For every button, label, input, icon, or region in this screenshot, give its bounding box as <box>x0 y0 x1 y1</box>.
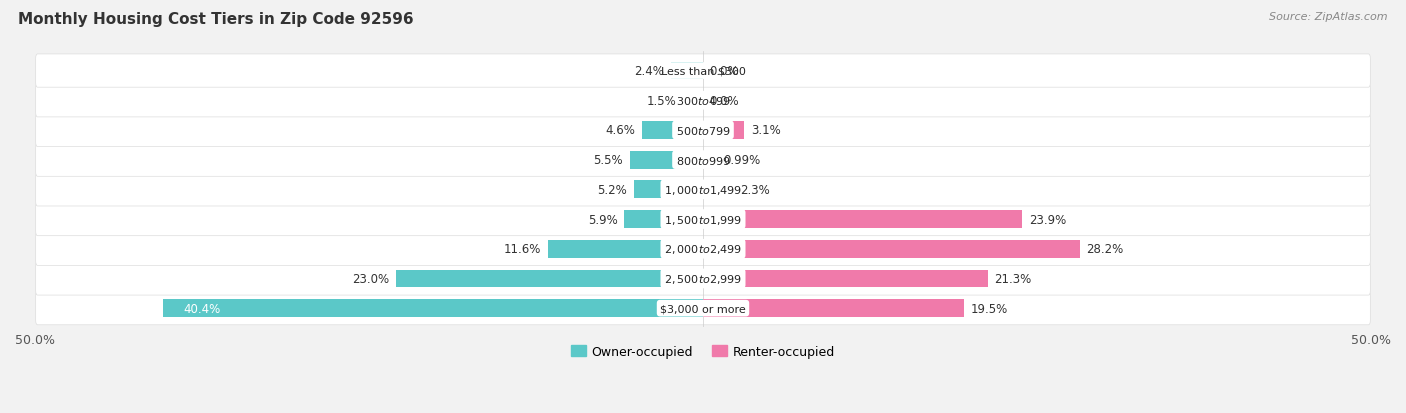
Bar <box>163 299 703 317</box>
Text: 23.0%: 23.0% <box>352 272 389 285</box>
Text: 23.9%: 23.9% <box>1029 213 1066 226</box>
Text: $800 to $999: $800 to $999 <box>675 154 731 166</box>
Bar <box>671 62 703 80</box>
FancyBboxPatch shape <box>35 55 1371 88</box>
Text: 0.0%: 0.0% <box>710 65 740 78</box>
Bar <box>683 92 703 110</box>
Text: 19.5%: 19.5% <box>970 302 1008 315</box>
Text: 11.6%: 11.6% <box>503 243 541 256</box>
Text: Monthly Housing Cost Tiers in Zip Code 92596: Monthly Housing Cost Tiers in Zip Code 9… <box>18 12 413 27</box>
Bar <box>703 270 987 288</box>
Text: 0.0%: 0.0% <box>710 95 740 107</box>
Bar <box>703 240 1080 258</box>
Text: 4.6%: 4.6% <box>605 124 636 137</box>
FancyBboxPatch shape <box>35 292 1371 325</box>
Text: 5.9%: 5.9% <box>588 213 617 226</box>
Text: 3.1%: 3.1% <box>751 124 780 137</box>
Bar <box>703 299 963 317</box>
Legend: Owner-occupied, Renter-occupied: Owner-occupied, Renter-occupied <box>565 340 841 363</box>
Text: Source: ZipAtlas.com: Source: ZipAtlas.com <box>1270 12 1388 22</box>
Bar <box>634 181 703 199</box>
Text: $2,000 to $2,499: $2,000 to $2,499 <box>664 243 742 256</box>
Text: 0.99%: 0.99% <box>723 154 761 167</box>
Text: $300 to $499: $300 to $499 <box>675 95 731 107</box>
FancyBboxPatch shape <box>35 233 1371 266</box>
FancyBboxPatch shape <box>35 144 1371 177</box>
FancyBboxPatch shape <box>35 203 1371 236</box>
Bar <box>703 152 716 169</box>
Bar <box>703 181 734 199</box>
Text: 2.3%: 2.3% <box>741 183 770 196</box>
Text: 40.4%: 40.4% <box>183 302 221 315</box>
Bar <box>624 211 703 228</box>
Bar <box>641 122 703 140</box>
Text: $1,500 to $1,999: $1,500 to $1,999 <box>664 213 742 226</box>
Text: 1.5%: 1.5% <box>647 95 676 107</box>
Text: $1,000 to $1,499: $1,000 to $1,499 <box>664 183 742 196</box>
Text: Less than $300: Less than $300 <box>661 66 745 76</box>
FancyBboxPatch shape <box>35 173 1371 206</box>
Text: 5.5%: 5.5% <box>593 154 623 167</box>
Text: $3,000 or more: $3,000 or more <box>661 304 745 313</box>
Text: $500 to $799: $500 to $799 <box>675 125 731 137</box>
Text: 5.2%: 5.2% <box>598 183 627 196</box>
Bar <box>630 152 703 169</box>
FancyBboxPatch shape <box>35 114 1371 147</box>
Text: 2.4%: 2.4% <box>634 65 664 78</box>
FancyBboxPatch shape <box>35 84 1371 118</box>
Bar <box>395 270 703 288</box>
Bar <box>703 122 744 140</box>
Text: 28.2%: 28.2% <box>1087 243 1123 256</box>
FancyBboxPatch shape <box>35 262 1371 295</box>
Text: $2,500 to $2,999: $2,500 to $2,999 <box>664 272 742 285</box>
Bar <box>548 240 703 258</box>
Bar <box>703 211 1022 228</box>
Text: 21.3%: 21.3% <box>994 272 1032 285</box>
